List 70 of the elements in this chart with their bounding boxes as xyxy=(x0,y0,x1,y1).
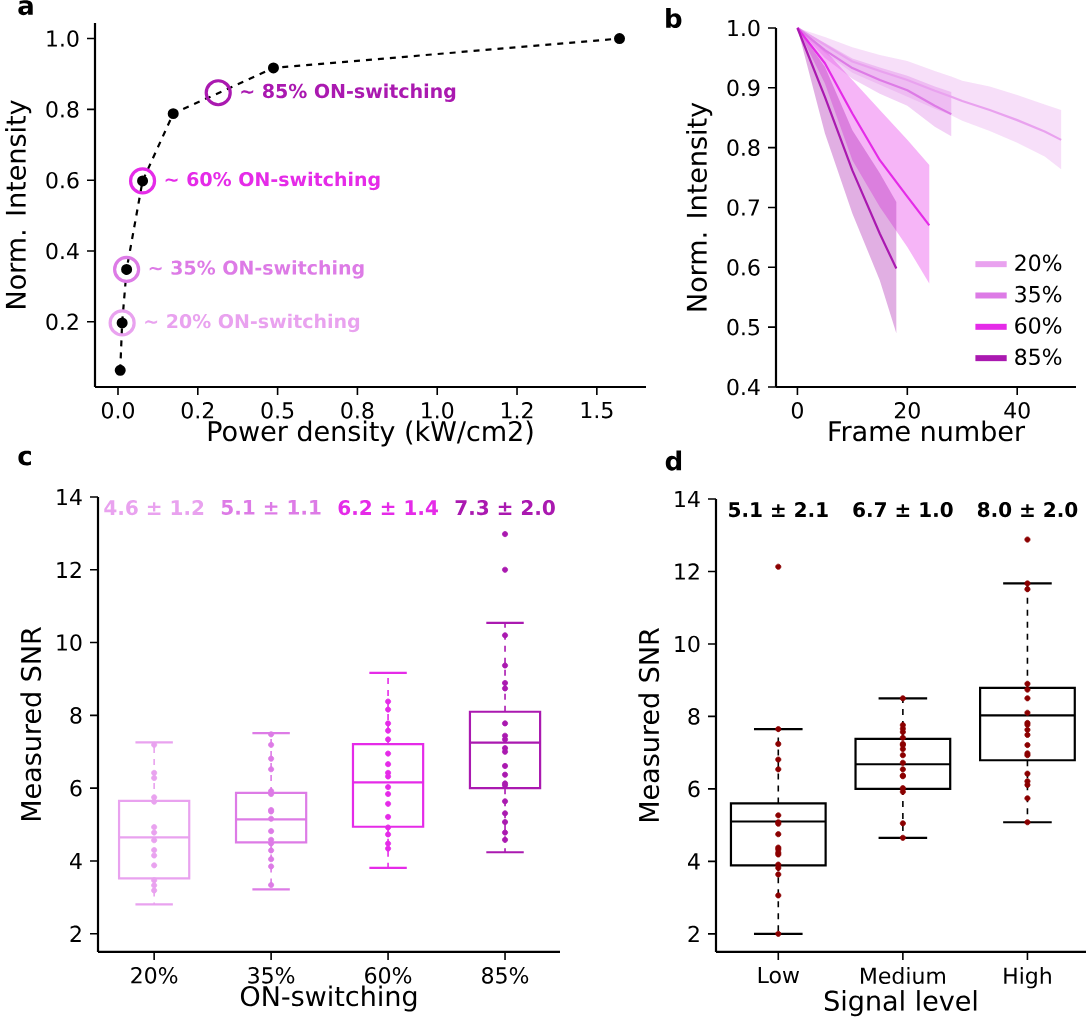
chart-title: b xyxy=(666,7,682,29)
x-axis-title: Signal level xyxy=(824,990,977,1017)
y-tick-label: 1.0 xyxy=(728,19,760,37)
chart-title: d xyxy=(665,450,682,471)
chart-title: c xyxy=(18,450,31,466)
x-axis-title: ON-switching xyxy=(240,985,417,1012)
legend-label: 35% xyxy=(1015,285,1062,303)
legend-label: 85% xyxy=(1015,348,1062,366)
y-tick-label: 0.4 xyxy=(727,378,760,396)
y-tick-label: 2 xyxy=(70,925,81,942)
y-tick-label: 2 xyxy=(688,925,699,943)
x-axis-title: Frame number xyxy=(829,420,1026,442)
y-tick-label: 4 xyxy=(70,852,82,870)
y-tick-label: 12 xyxy=(675,563,699,580)
x-tick-label: Medium xyxy=(861,967,945,985)
annotation: ~ 85% ON-switching xyxy=(241,83,456,103)
y-tick-label: 10 xyxy=(57,634,82,651)
y-tick-label: 8 xyxy=(688,708,700,725)
annotation: 6.2 ± 1.4 xyxy=(338,500,438,516)
y-tick-label: 12 xyxy=(57,561,81,578)
y-tick-label: 1.0 xyxy=(47,30,79,47)
x-tick-label: 40 xyxy=(1004,402,1030,419)
annotation: 8.0 ± 2.0 xyxy=(977,502,1078,518)
x-tick-label: 20% xyxy=(131,967,178,984)
x-tick-label: 0.2 xyxy=(181,402,214,419)
x-tick-label: 0.0 xyxy=(101,402,134,419)
x-tick-label: High xyxy=(1004,967,1051,989)
y-tick-label: 0.6 xyxy=(46,171,79,189)
y-tick-label: 6 xyxy=(688,780,700,798)
x-tick-label: 35% xyxy=(248,967,295,984)
x-tick-label: 85% xyxy=(482,967,529,984)
y-tick-label: 0.2 xyxy=(46,313,78,331)
y-axis-title: Measured SNR xyxy=(638,628,660,822)
x-tick-label: 0.8 xyxy=(341,402,374,419)
x-tick-label: 0.5 xyxy=(261,402,294,419)
y-tick-label: 0.9 xyxy=(727,79,760,97)
x-tick-label: 1.0 xyxy=(422,402,454,419)
y-axis-title: Norm. Intensity xyxy=(686,102,713,311)
y-tick-label: 8 xyxy=(70,707,82,724)
x-tick-label: 1.5 xyxy=(581,402,613,419)
y-tick-label: 6 xyxy=(70,779,82,797)
x-tick-label: 60% xyxy=(365,967,412,984)
y-tick-label: 0.8 xyxy=(46,101,79,118)
x-tick-label: 1.2 xyxy=(501,402,533,419)
chart-title: a xyxy=(18,0,33,16)
y-axis-title: Norm. Intensity xyxy=(5,100,32,308)
x-tick-label: Low xyxy=(758,967,800,984)
annotation: 5.1 ± 2.1 xyxy=(729,502,828,518)
y-tick-label: 0.7 xyxy=(727,199,760,216)
y-tick-label: 0.8 xyxy=(727,139,760,156)
annotation: ~ 20% ON-switching xyxy=(145,313,360,333)
y-tick-label: 14 xyxy=(675,490,700,508)
y-tick-label: 0.4 xyxy=(46,242,79,260)
y-tick-label: 10 xyxy=(675,635,700,653)
annotation: 5.1 ± 1.1 xyxy=(221,500,321,515)
legend-label: 20% xyxy=(1015,254,1062,272)
annotation: 4.6 ± 1.2 xyxy=(104,500,204,516)
x-tick-label: 0 xyxy=(791,402,803,419)
y-tick-label: 14 xyxy=(57,488,82,506)
y-tick-label: 4 xyxy=(688,853,700,870)
annotation: 6.7 ± 1.0 xyxy=(853,502,953,518)
x-axis-title: Power density (kW/cm2) xyxy=(208,420,533,447)
y-tick-label: 0.5 xyxy=(727,318,760,336)
annotation: 7.3 ± 2.0 xyxy=(455,500,555,516)
x-tick-label: 20 xyxy=(894,402,920,419)
annotation: ~ 60% ON-switching xyxy=(165,171,380,191)
legend-label: 60% xyxy=(1015,317,1062,334)
y-tick-label: 0.6 xyxy=(727,259,760,276)
annotation: ~ 35% ON-switching xyxy=(149,260,364,279)
y-axis-title: Measured SNR xyxy=(20,627,42,821)
